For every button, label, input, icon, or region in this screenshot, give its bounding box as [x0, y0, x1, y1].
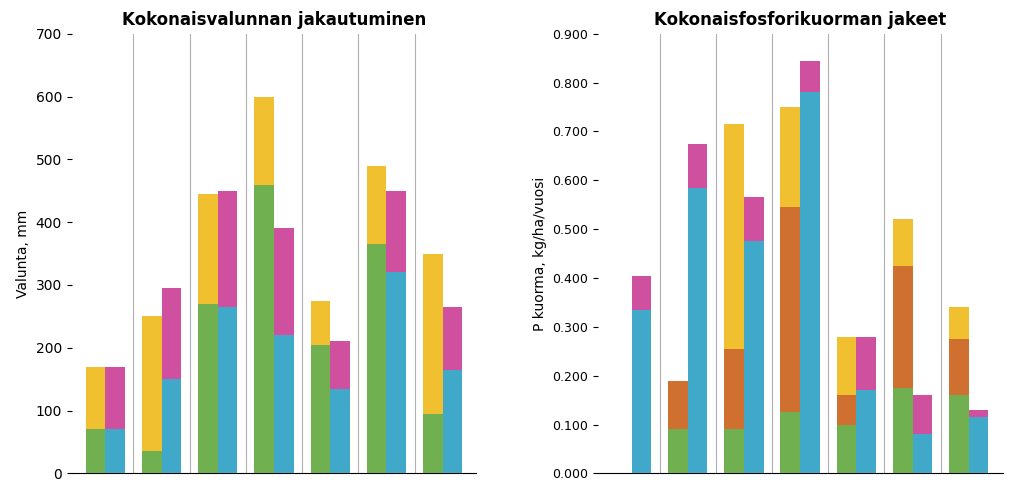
Bar: [387, 272, 406, 473]
Bar: [198, 194, 218, 304]
Bar: [255, 185, 274, 473]
Bar: [142, 451, 162, 473]
Bar: [949, 339, 969, 395]
Bar: [744, 198, 763, 242]
Bar: [142, 316, 162, 451]
Bar: [105, 429, 125, 473]
Bar: [668, 429, 687, 473]
Bar: [162, 379, 181, 473]
Bar: [724, 124, 744, 349]
Bar: [837, 337, 856, 395]
Bar: [86, 429, 105, 473]
Bar: [781, 207, 800, 412]
Bar: [443, 370, 462, 473]
Bar: [105, 367, 125, 429]
Bar: [422, 254, 443, 413]
Y-axis label: P kuorma, kg/ha/vuosi: P kuorma, kg/ha/vuosi: [533, 176, 546, 331]
Bar: [913, 434, 932, 473]
Bar: [330, 388, 350, 473]
Y-axis label: Valunta, mm: Valunta, mm: [16, 210, 30, 298]
Bar: [781, 107, 800, 207]
Bar: [837, 425, 856, 473]
Bar: [387, 191, 406, 272]
Bar: [255, 97, 274, 185]
Bar: [893, 219, 913, 266]
Bar: [893, 266, 913, 388]
Bar: [949, 395, 969, 473]
Title: Kokonaisvalunnan jakautuminen: Kokonaisvalunnan jakautuminen: [122, 12, 427, 29]
Bar: [744, 242, 763, 473]
Title: Kokonaisfosforikuorman jakeet: Kokonaisfosforikuorman jakeet: [654, 12, 946, 29]
Bar: [443, 307, 462, 370]
Bar: [913, 395, 932, 434]
Bar: [893, 388, 913, 473]
Bar: [274, 335, 294, 473]
Bar: [969, 417, 988, 473]
Bar: [86, 367, 105, 429]
Bar: [687, 187, 708, 473]
Bar: [800, 92, 819, 473]
Bar: [837, 395, 856, 425]
Bar: [274, 228, 294, 335]
Bar: [218, 191, 237, 307]
Bar: [330, 341, 350, 388]
Bar: [856, 337, 876, 390]
Bar: [218, 307, 237, 473]
Bar: [631, 310, 652, 473]
Bar: [724, 349, 744, 429]
Bar: [198, 304, 218, 473]
Bar: [800, 61, 819, 92]
Bar: [311, 300, 330, 345]
Bar: [631, 275, 652, 310]
Bar: [781, 412, 800, 473]
Bar: [969, 410, 988, 417]
Bar: [311, 345, 330, 473]
Bar: [162, 288, 181, 379]
Bar: [724, 429, 744, 473]
Bar: [856, 390, 876, 473]
Bar: [422, 413, 443, 473]
Bar: [366, 244, 387, 473]
Bar: [949, 307, 969, 339]
Bar: [366, 166, 387, 244]
Bar: [668, 381, 687, 429]
Bar: [687, 143, 708, 187]
